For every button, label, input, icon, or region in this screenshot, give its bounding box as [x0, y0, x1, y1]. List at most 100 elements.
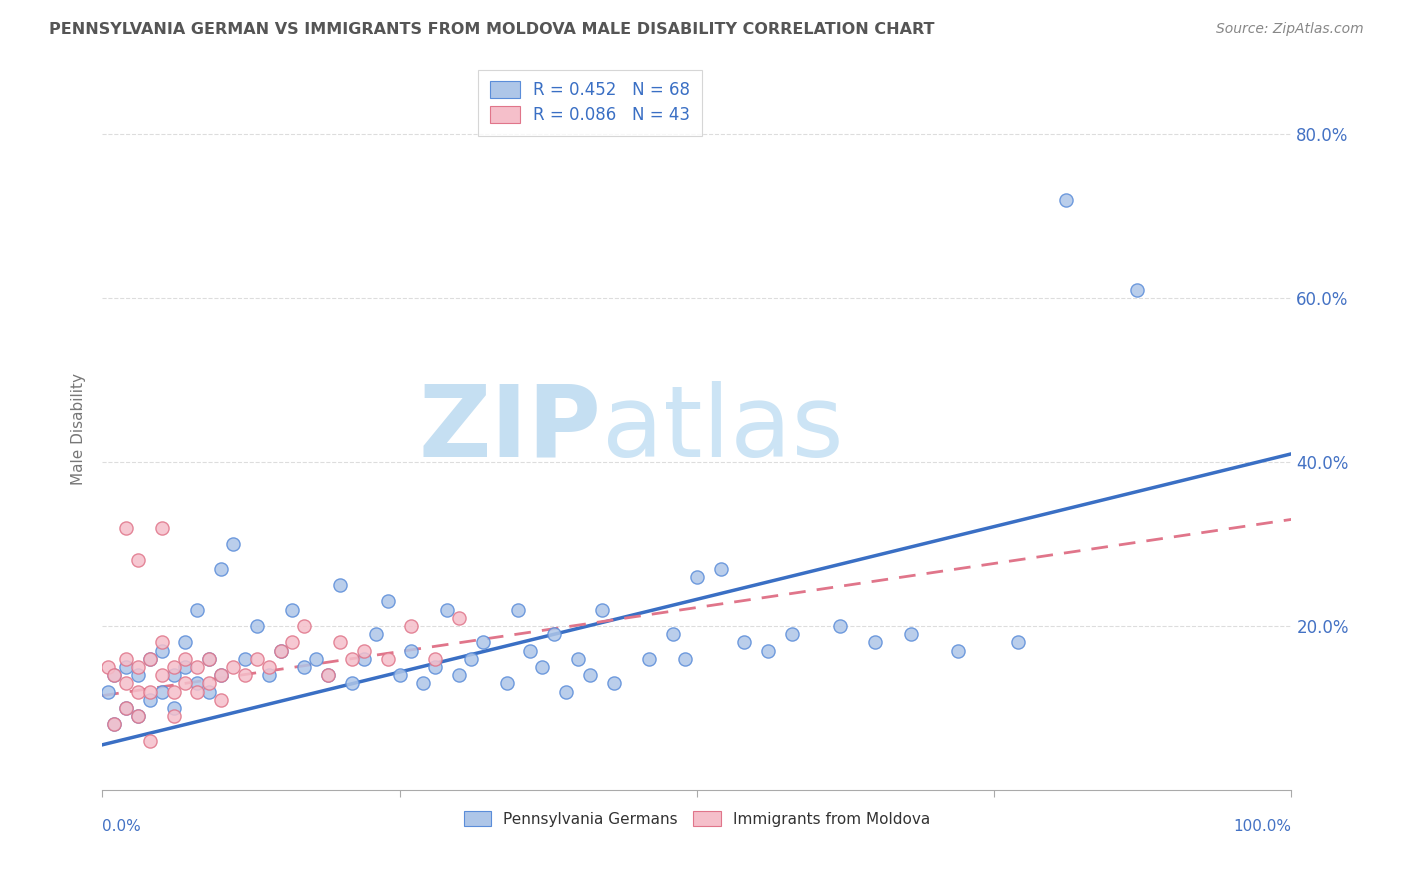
Point — [246, 652, 269, 666]
Point — [329, 578, 352, 592]
Point — [162, 709, 184, 723]
Point — [401, 643, 423, 657]
Point — [447, 611, 470, 625]
Point — [316, 668, 339, 682]
Point — [127, 660, 149, 674]
Point — [233, 652, 256, 666]
Point — [257, 660, 280, 674]
Point — [222, 537, 245, 551]
Point — [863, 635, 886, 649]
Point — [948, 643, 970, 657]
Y-axis label: Male Disability: Male Disability — [72, 373, 86, 485]
Point — [340, 652, 363, 666]
Point — [555, 684, 578, 698]
Point — [828, 619, 851, 633]
Point — [638, 652, 661, 666]
Point — [174, 676, 197, 690]
Text: 0.0%: 0.0% — [103, 819, 141, 834]
Point — [233, 668, 256, 682]
Point — [198, 676, 221, 690]
Point — [591, 602, 613, 616]
Point — [900, 627, 922, 641]
Point — [710, 561, 733, 575]
Point — [281, 602, 304, 616]
Point — [162, 701, 184, 715]
Point — [209, 668, 232, 682]
Text: ZIP: ZIP — [419, 381, 602, 478]
Point — [103, 668, 125, 682]
Point — [1054, 193, 1077, 207]
Point — [460, 652, 482, 666]
Point — [97, 684, 120, 698]
Point — [388, 668, 411, 682]
Point — [353, 643, 375, 657]
Point — [602, 676, 624, 690]
Point — [222, 660, 245, 674]
Point — [471, 635, 494, 649]
Point — [162, 684, 184, 698]
Point — [150, 643, 173, 657]
Point — [150, 668, 173, 682]
Legend: Pennsylvania Germans, Immigrants from Moldova: Pennsylvania Germans, Immigrants from Mo… — [457, 805, 936, 833]
Point — [1126, 283, 1149, 297]
Point — [662, 627, 685, 641]
Point — [115, 701, 138, 715]
Point — [401, 619, 423, 633]
Point — [186, 684, 208, 698]
Point — [756, 643, 779, 657]
Point — [567, 652, 589, 666]
Point — [103, 717, 125, 731]
Point — [1007, 635, 1029, 649]
Point — [246, 619, 269, 633]
Point — [162, 660, 184, 674]
Point — [257, 668, 280, 682]
Point — [115, 660, 138, 674]
Point — [209, 692, 232, 706]
Point — [412, 676, 434, 690]
Point — [733, 635, 755, 649]
Point — [198, 652, 221, 666]
Point — [353, 652, 375, 666]
Point — [127, 668, 149, 682]
Point — [139, 692, 162, 706]
Point — [270, 643, 292, 657]
Point — [103, 717, 125, 731]
Point — [508, 602, 530, 616]
Point — [780, 627, 803, 641]
Point — [162, 668, 184, 682]
Point — [186, 602, 208, 616]
Point — [329, 635, 352, 649]
Point — [127, 684, 149, 698]
Point — [364, 627, 387, 641]
Point — [270, 643, 292, 657]
Point — [531, 660, 554, 674]
Text: PENNSYLVANIA GERMAN VS IMMIGRANTS FROM MOLDOVA MALE DISABILITY CORRELATION CHART: PENNSYLVANIA GERMAN VS IMMIGRANTS FROM M… — [49, 22, 935, 37]
Point — [97, 660, 120, 674]
Point — [150, 635, 173, 649]
Point — [316, 668, 339, 682]
Point — [174, 635, 197, 649]
Point — [115, 701, 138, 715]
Text: atlas: atlas — [602, 381, 844, 478]
Point — [150, 684, 173, 698]
Point — [686, 570, 709, 584]
Point — [139, 733, 162, 747]
Point — [425, 652, 447, 666]
Point — [292, 660, 315, 674]
Point — [340, 676, 363, 690]
Point — [139, 652, 162, 666]
Point — [139, 652, 162, 666]
Point — [578, 668, 600, 682]
Text: 100.0%: 100.0% — [1233, 819, 1292, 834]
Point — [292, 619, 315, 633]
Point — [209, 668, 232, 682]
Point — [127, 709, 149, 723]
Point — [543, 627, 565, 641]
Point — [377, 594, 399, 608]
Point — [519, 643, 541, 657]
Point — [447, 668, 470, 682]
Point — [115, 652, 138, 666]
Point — [305, 652, 328, 666]
Point — [115, 520, 138, 534]
Point — [174, 660, 197, 674]
